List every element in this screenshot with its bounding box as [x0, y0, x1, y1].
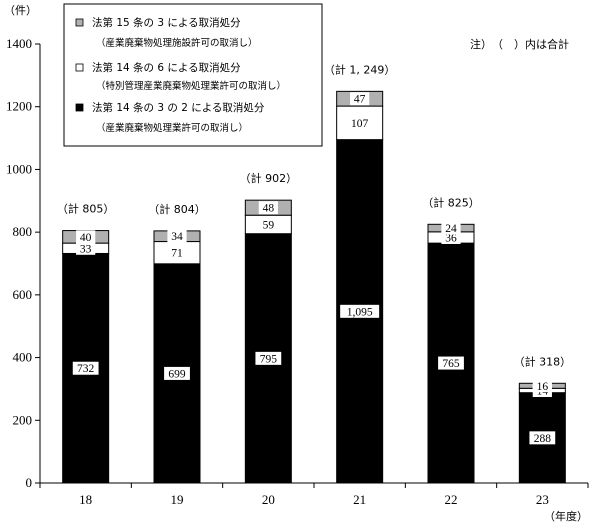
y-tick-label: 600 [13, 287, 33, 302]
total-label: （計 804） [148, 202, 206, 216]
data-label-box [340, 304, 380, 318]
data-label-box [164, 366, 190, 380]
total-label: （計 902） [240, 171, 298, 185]
legend-label-facility: 法第 15 条の 3 による取消処分 [92, 16, 241, 29]
data-label-box [258, 201, 278, 215]
total-label: （計 805） [57, 202, 115, 216]
x-tick-label: 22 [445, 492, 458, 507]
legend: 法第 15 条の 3 による取消処分 （産業廃棄物処理施設許可の取消し） 法第 … [63, 3, 323, 147]
x-tick-label: 21 [353, 492, 366, 507]
data-label: 16 [537, 381, 549, 393]
x-tick-label: 20 [262, 492, 275, 507]
data-label: 71 [171, 248, 183, 260]
total-label: （計 825） [422, 195, 480, 209]
y-tick-label: 1000 [6, 161, 32, 176]
data-label: 24 [445, 223, 457, 235]
total-label: （計 318） [514, 354, 572, 368]
y-unit-label: （件） [4, 4, 37, 17]
y-tick-label: 0 [26, 475, 33, 490]
data-label: 36 [445, 232, 457, 244]
data-label: 795 [260, 353, 278, 365]
data-label: 59 [263, 219, 275, 231]
data-label: 48 [263, 203, 275, 215]
data-label: 699 [168, 368, 186, 380]
data-label-box [72, 361, 99, 375]
legend-sub-industrial: （産業廃棄物処理業許可の取消し） [96, 122, 248, 134]
y-tick-label: 800 [13, 224, 33, 239]
data-label: 33 [80, 243, 92, 255]
y-tick-label: 1200 [6, 99, 32, 114]
data-label-box [167, 229, 187, 243]
data-label: 765 [442, 358, 460, 370]
data-label: 1,095 [347, 306, 373, 318]
data-label-box [76, 241, 96, 255]
x-tick-label: 18 [79, 492, 92, 507]
data-label: 288 [534, 433, 552, 445]
data-label: 40 [80, 232, 92, 244]
data-label-box [167, 246, 187, 260]
data-label-box [438, 356, 464, 370]
legend-sub-special: （特別管理産業廃棄物処理業許可の取消し） [96, 80, 286, 92]
data-label-box [350, 92, 370, 106]
x-tick-label: 23 [536, 492, 549, 507]
legend-swatch-special [75, 63, 84, 72]
x-unit-label: （年度） [544, 509, 588, 523]
data-label-box [258, 217, 278, 231]
note: 注） （ ）内は合計 [470, 37, 569, 51]
total-label: （計 1, 249） [324, 62, 395, 76]
data-label-box [76, 230, 96, 244]
data-label-box [346, 116, 373, 130]
legend-box [63, 3, 323, 147]
data-label-box [255, 351, 282, 365]
legend-label-special: 法第 14 条の 6 による取消処分 [92, 61, 241, 74]
data-label: 732 [77, 363, 95, 375]
data-label-box [441, 221, 461, 235]
data-label: 47 [354, 94, 366, 106]
y-tick-label: 200 [13, 412, 33, 427]
data-label-box [532, 379, 552, 393]
legend-label-industrial: 法第 14 条の 3 の 2 による取消処分 [92, 101, 265, 114]
data-label: 34 [171, 231, 183, 243]
x-tick-label: 19 [171, 492, 184, 507]
data-label: 107 [351, 118, 369, 130]
legend-swatch-facility [75, 18, 84, 27]
data-label-box [529, 431, 556, 445]
legend-sub-facility: （産業廃棄物処理施設許可の取消し） [96, 37, 258, 49]
y-tick-label: 400 [13, 350, 33, 365]
legend-swatch-industrial [75, 103, 84, 112]
y-tick-label: 1400 [6, 36, 32, 51]
